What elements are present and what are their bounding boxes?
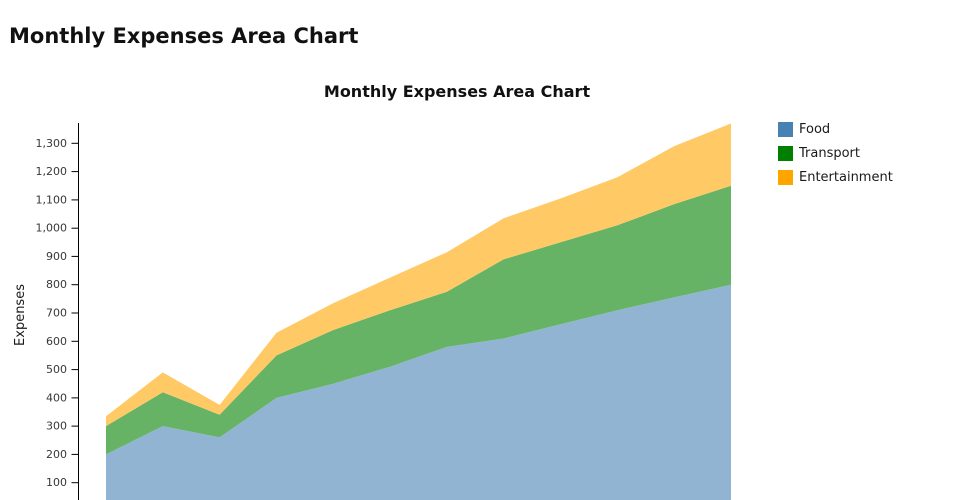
y-tick-label: 600 bbox=[46, 335, 67, 348]
y-axis-label: Expenses bbox=[13, 284, 28, 346]
y-axis: 100 200 300 400 500 600 700 800 900 1,000 1,100 1,2… bbox=[36, 123, 79, 500]
y-tick-label: 100 bbox=[46, 476, 67, 489]
legend-item-food: Food bbox=[778, 122, 893, 137]
legend-label: Transport bbox=[799, 146, 861, 161]
y-tick-label: 800 bbox=[46, 278, 67, 291]
legend-label: Food bbox=[799, 122, 831, 137]
area-transport bbox=[106, 185, 731, 455]
y-tick-label: 1,300 bbox=[36, 137, 68, 150]
legend-item-entertainment: Entertainment bbox=[778, 170, 893, 185]
y-tick-label: 300 bbox=[46, 420, 67, 433]
y-tick-label: 200 bbox=[46, 448, 67, 461]
stacked-areas bbox=[106, 123, 731, 500]
legend-item-transport: Transport bbox=[778, 146, 893, 161]
y-tick-label: 400 bbox=[46, 391, 67, 404]
y-tick-label: 500 bbox=[46, 363, 67, 376]
legend-swatch-food bbox=[778, 122, 793, 137]
y-tick-label: 1,100 bbox=[36, 193, 68, 206]
y-tick-label: 700 bbox=[46, 307, 67, 320]
legend-swatch-entertainment bbox=[778, 170, 793, 185]
legend-label: Entertainment bbox=[799, 170, 893, 185]
y-tick-label: 900 bbox=[46, 250, 67, 263]
page-title: Monthly Expenses Area Chart bbox=[9, 24, 359, 48]
y-tick-label: 1,000 bbox=[36, 222, 68, 235]
chart-title: Monthly Expenses Area Chart bbox=[324, 82, 591, 101]
area-food bbox=[106, 284, 731, 500]
area-entertainment bbox=[106, 123, 731, 427]
legend: Food Transport Entertainment bbox=[778, 122, 893, 185]
y-tick-label: 1,200 bbox=[36, 165, 68, 178]
legend-swatch-transport bbox=[778, 146, 793, 161]
